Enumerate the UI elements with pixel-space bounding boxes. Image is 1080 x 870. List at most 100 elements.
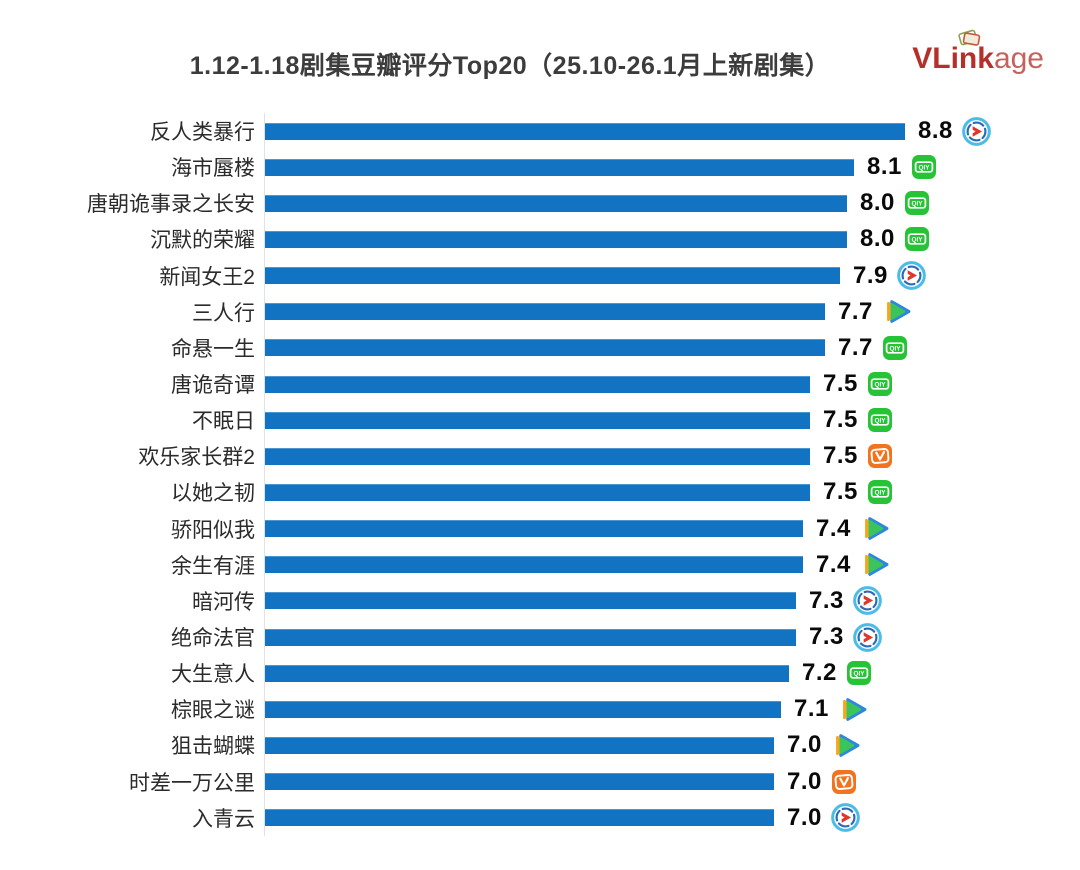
- rating-bar: [265, 267, 840, 285]
- drama-title-label: 以她之韧: [171, 482, 255, 506]
- youku-platform-icon: [853, 586, 882, 616]
- chart-row: 唐朝诡事录之长安 8.0 QIY: [0, 185, 1080, 221]
- rating-value: 7.1: [794, 695, 829, 723]
- chart-row: 棕眼之谜 7.1: [0, 691, 1080, 727]
- tencent-platform-icon: [838, 694, 869, 725]
- drama-title-label: 欢乐家长群2: [138, 446, 255, 470]
- drama-title-label: 三人行: [192, 301, 255, 325]
- svg-text:QIY: QIY: [918, 165, 930, 172]
- drama-title-label: 不眠日: [192, 410, 255, 434]
- iqiyi-platform-icon: QIY: [904, 190, 930, 216]
- vlinkage-logo: VLinkage: [912, 29, 1044, 75]
- youku-platform-icon: [897, 261, 926, 290]
- chart-row: 三人行 7.7: [0, 294, 1080, 330]
- youku-platform-icon: [831, 803, 860, 833]
- rating-value: 7.7: [838, 333, 873, 361]
- chart-row: 沉默的荣耀 8.0 QIY: [0, 221, 1080, 257]
- rating-value: 7.7: [838, 297, 873, 325]
- rating-bar: [265, 736, 774, 754]
- rating-value: 7.0: [787, 803, 822, 831]
- logo-text-bold: VLink: [912, 42, 994, 75]
- mango-platform-icon: [867, 443, 893, 469]
- chart-row: 以她之韧 7.5 QIY: [0, 474, 1080, 510]
- rating-value: 7.0: [787, 767, 822, 795]
- drama-title-label: 反人类暴行: [150, 121, 255, 145]
- rating-bar: [265, 158, 854, 176]
- iqiyi-platform-icon: QIY: [867, 371, 893, 397]
- svg-text:QIY: QIY: [911, 237, 923, 244]
- youku-platform-icon: [962, 116, 991, 146]
- drama-title-label: 狙击蝴蝶: [171, 735, 255, 759]
- chart-row: 欢乐家长群2 7.5: [0, 438, 1080, 474]
- rating-bar: [265, 375, 810, 393]
- rating-value: 7.4: [816, 550, 851, 578]
- rating-bar: [265, 809, 774, 827]
- iqiyi-platform-icon: QIY: [882, 335, 908, 361]
- chart-row: 海市蜃楼 8.1 QIY: [0, 149, 1080, 185]
- drama-title-label: 海市蜃楼: [171, 157, 255, 181]
- rating-value: 7.3: [809, 586, 844, 614]
- rating-bar: [265, 592, 796, 610]
- drama-title-label: 唐诡奇谭: [171, 374, 255, 398]
- chart-row: 骄阳似我 7.4: [0, 511, 1080, 547]
- chart-row: 狙击蝴蝶 7.0: [0, 727, 1080, 763]
- svg-text:QIY: QIY: [874, 490, 886, 497]
- rating-bar: [265, 628, 796, 646]
- drama-title-label: 余生有涯: [171, 554, 255, 578]
- rating-bar: [265, 230, 847, 248]
- rating-value: 7.2: [802, 659, 837, 687]
- chart-row: 大生意人 7.2 QIY: [0, 655, 1080, 691]
- rating-value: 7.5: [823, 370, 858, 398]
- rating-value: 8.0: [860, 189, 895, 217]
- drama-title-label: 棕眼之谜: [171, 699, 255, 723]
- drama-title-label: 入青云: [192, 807, 255, 831]
- chart-row: 入青云 7.0: [0, 800, 1080, 836]
- iqiyi-platform-icon: QIY: [846, 660, 872, 686]
- tencent-platform-icon: [860, 549, 891, 580]
- rating-bar: [265, 556, 803, 574]
- rating-bar: [265, 700, 781, 718]
- rating-bar: [265, 773, 774, 791]
- drama-title-label: 暗河传: [192, 590, 255, 614]
- logo-text-light: age: [993, 42, 1044, 75]
- drama-title-label: 时差一万公里: [129, 771, 255, 795]
- rating-bar: [265, 483, 810, 501]
- iqiyi-platform-icon: QIY: [867, 479, 893, 505]
- rating-value: 7.5: [823, 478, 858, 506]
- drama-title-label: 唐朝诡事录之长安: [87, 193, 255, 217]
- rating-value: 8.0: [860, 225, 895, 253]
- y-axis-line: [264, 113, 265, 836]
- iqiyi-platform-icon: QIY: [911, 154, 937, 180]
- chart-row: 命悬一生 7.7 QIY: [0, 330, 1080, 366]
- drama-title-label: 命悬一生: [171, 337, 255, 361]
- mango-platform-icon: [831, 769, 857, 795]
- rating-value: 7.4: [816, 514, 851, 542]
- chart-row: 唐诡奇谭 7.5 QIY: [0, 366, 1080, 402]
- chart-row: 绝命法官 7.3: [0, 619, 1080, 655]
- vlinkage-cards-icon: [954, 28, 984, 54]
- page-title: 1.12-1.18剧集豆瓣评分Top20（25.10-26.1月上新剧集）: [189, 52, 831, 80]
- svg-text:QIY: QIY: [874, 418, 886, 425]
- svg-text:QIY: QIY: [911, 201, 923, 208]
- drama-title-label: 沉默的荣耀: [150, 229, 255, 253]
- rating-bar: [265, 122, 905, 140]
- drama-title-label: 骄阳似我: [171, 518, 255, 542]
- drama-title-label: 绝命法官: [171, 627, 255, 651]
- iqiyi-platform-icon: QIY: [904, 226, 930, 252]
- tencent-platform-icon: [860, 513, 891, 544]
- svg-text:QIY: QIY: [889, 346, 901, 353]
- rating-value: 8.1: [867, 153, 902, 181]
- chart-row: 时差一万公里 7.0: [0, 764, 1080, 800]
- chart-row: 余生有涯 7.4: [0, 547, 1080, 583]
- svg-text:QIY: QIY: [874, 382, 886, 389]
- chart-row: 不眠日 7.5 QIY: [0, 402, 1080, 438]
- rating-bar: [265, 194, 847, 212]
- bar-chart: 反人类暴行 8.8 海市蜃楼 8.1 QIY 唐朝诡事录之长安 8.0 QIY 沉默的荣耀 8.0…: [0, 113, 1080, 836]
- chart-row: 暗河传 7.3: [0, 583, 1080, 619]
- tencent-platform-icon: [882, 296, 913, 327]
- tencent-platform-icon: [831, 730, 862, 761]
- rating-value: 7.0: [787, 731, 822, 759]
- rating-value: 7.5: [823, 442, 858, 470]
- drama-title-label: 新闻女王2: [159, 265, 255, 289]
